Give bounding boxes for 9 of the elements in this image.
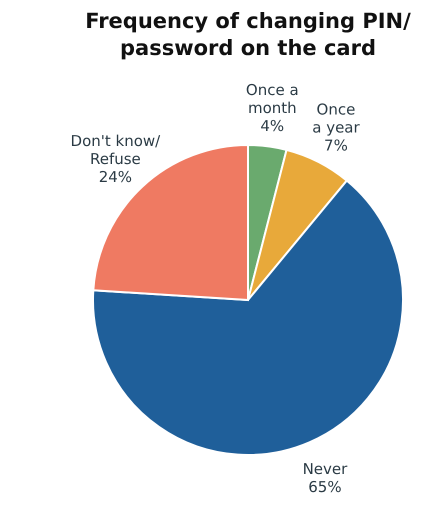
slice-label: Don't know/ Refuse bbox=[70, 132, 162, 168]
data-label: 65% bbox=[308, 478, 342, 496]
slice-label: Once a year bbox=[312, 100, 360, 136]
slice-label: Once a month bbox=[246, 80, 299, 117]
data-label: 7% bbox=[324, 136, 348, 154]
data-label: 4% bbox=[260, 116, 284, 135]
slice-label: Never bbox=[302, 460, 348, 478]
chart-title: Frequency of changing PIN/ password on the card bbox=[85, 9, 412, 60]
data-label: 24% bbox=[98, 168, 132, 186]
